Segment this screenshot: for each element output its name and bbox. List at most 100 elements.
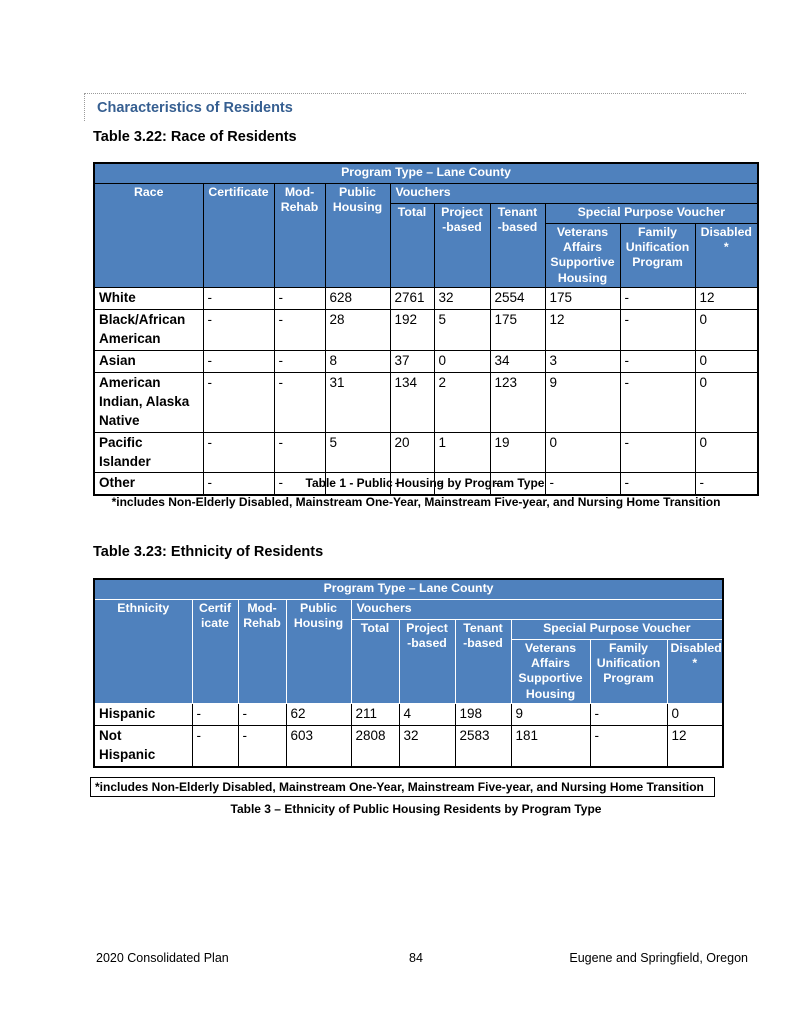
table-cell: 31 xyxy=(324,372,391,433)
table1-project-based-header: Project -based xyxy=(433,202,491,289)
table-cell: - xyxy=(237,725,287,768)
table-cell: - xyxy=(694,472,759,496)
table-cell: 603 xyxy=(285,725,352,768)
table-cell: 211 xyxy=(350,703,400,727)
table-cell: 123 xyxy=(489,372,546,433)
table-cell: 34 xyxy=(489,350,546,373)
table-cell: - xyxy=(237,703,287,727)
ethnicity-of-residents-table: Program Type – Lane County Ethnicity Cer… xyxy=(93,578,725,769)
table-cell: 20 xyxy=(389,431,435,474)
table2-ethnicity-header: Ethnicity xyxy=(93,598,193,705)
section-heading-text: Characteristics of Residents xyxy=(97,100,293,116)
table-cell: 62 xyxy=(285,703,352,727)
table-cell: 37 xyxy=(389,350,435,373)
table-cell: 181 xyxy=(510,725,591,768)
row-label: American Indian, Alaska Native xyxy=(93,372,204,433)
table-cell: 175 xyxy=(489,309,546,352)
table-cell: - xyxy=(191,725,239,768)
table-cell: 1 xyxy=(433,431,491,474)
table-cell: 175 xyxy=(544,287,621,311)
table1-special-purpose-header: Special Purpose Voucher xyxy=(544,202,759,224)
table-row: Pacific Islander - - 5 20 1 19 0 - 0 xyxy=(93,431,759,474)
table-row: Black/African American - - 28 192 5 175 … xyxy=(93,309,759,352)
table2-family-header: Family Unification Program xyxy=(589,638,668,705)
table2-disabled-header: Disabled * xyxy=(666,638,724,705)
table2-total-header: Total xyxy=(350,618,400,705)
table1-mod-rehab-header: Mod- Rehab xyxy=(273,182,326,289)
table-cell: - xyxy=(191,703,239,727)
table1-certificate-header: Certificate xyxy=(202,182,275,289)
table-cell: - xyxy=(202,431,275,474)
table-cell: 5 xyxy=(433,309,491,352)
table1-tenant-based-header: Tenant -based xyxy=(489,202,546,289)
table-cell: - xyxy=(619,372,696,433)
table1-veterans-header: Veterans Affairs Supportive Housing xyxy=(544,222,621,289)
table-cell: 12 xyxy=(544,309,621,352)
table-cell: 19 xyxy=(489,431,546,474)
table-cell: - xyxy=(589,703,668,727)
table-cell: 4 xyxy=(398,703,456,727)
table-cell: 2 xyxy=(433,372,491,433)
table1-public-housing-header: Public Housing xyxy=(324,182,391,289)
footer-page-number: 84 xyxy=(409,951,423,965)
table2-special-purpose-header: Special Purpose Voucher xyxy=(510,618,724,640)
table-cell: 134 xyxy=(389,372,435,433)
table2-footnote-box: *includes Non-Elderly Disabled, Mainstre… xyxy=(90,777,715,797)
table-cell: - xyxy=(202,309,275,352)
table-cell: 0 xyxy=(694,431,759,474)
table-row: American Indian, Alaska Native - - 31 13… xyxy=(93,372,759,433)
table-cell: - xyxy=(619,287,696,311)
table2-mod-rehab-header: Mod- Rehab xyxy=(237,598,287,705)
row-label: Black/African American xyxy=(93,309,204,352)
table-cell: 2808 xyxy=(350,725,400,768)
table1-disabled-header: Disabled * xyxy=(694,222,759,289)
table-cell: 0 xyxy=(694,350,759,373)
row-label: White xyxy=(93,287,204,311)
table-cell: 32 xyxy=(398,725,456,768)
table-cell: 0 xyxy=(694,309,759,352)
table-cell: - xyxy=(589,725,668,768)
table-cell: - xyxy=(202,372,275,433)
table-cell: 0 xyxy=(694,372,759,433)
table2-program-type-header: Program Type – Lane County xyxy=(93,578,724,600)
row-label: Hispanic xyxy=(93,703,193,727)
table-cell: 3 xyxy=(544,350,621,373)
table-cell: - xyxy=(202,287,275,311)
table-cell: - xyxy=(202,350,275,373)
table-row: White - - 628 2761 32 2554 175 - 12 xyxy=(93,287,759,311)
table-cell: 28 xyxy=(324,309,391,352)
table-cell: - xyxy=(433,472,491,496)
footer-location: Eugene and Springfield, Oregon xyxy=(569,951,748,965)
table-cell: - xyxy=(619,309,696,352)
row-label: Not Hispanic xyxy=(93,725,193,768)
table-cell: 2761 xyxy=(389,287,435,311)
table-row: Not Hispanic - - 603 2808 32 2583 181 - … xyxy=(93,725,724,768)
table-cell: - xyxy=(273,350,326,373)
table-cell: 0 xyxy=(544,431,621,474)
section-heading: Characteristics of Residents xyxy=(84,93,746,121)
table-cell: - xyxy=(273,309,326,352)
table1-title: Table 3.22: Race of Residents xyxy=(93,129,297,145)
row-label: Other xyxy=(93,472,204,496)
table-cell: 9 xyxy=(544,372,621,433)
table-cell: - xyxy=(273,287,326,311)
table-cell: 5 xyxy=(324,431,391,474)
table-cell: - xyxy=(619,431,696,474)
table2-veterans-header: Veterans Affairs Supportive Housing xyxy=(510,638,591,705)
table-cell: - xyxy=(619,350,696,373)
table-row: Other - - - - - - - - - xyxy=(93,472,759,496)
table-cell: 9 xyxy=(510,703,591,727)
table1-total-header: Total xyxy=(389,202,435,289)
footer-document-title: 2020 Consolidated Plan xyxy=(96,951,229,965)
table-cell: - xyxy=(324,472,391,496)
row-label: Asian xyxy=(93,350,204,373)
table1-program-type-header: Program Type – Lane County xyxy=(93,162,759,184)
race-of-residents-table: Program Type – Lane County Race Certific… xyxy=(93,162,760,497)
table-cell: 0 xyxy=(433,350,491,373)
table-row: Asian - - 8 37 0 34 3 - 0 xyxy=(93,350,759,373)
table1-caption: Table 1 - Public Housing by Program Type xyxy=(305,476,545,490)
table-row: Hispanic - - 62 211 4 198 9 - 0 xyxy=(93,703,724,727)
table-cell: 32 xyxy=(433,287,491,311)
table-cell: 8 xyxy=(324,350,391,373)
